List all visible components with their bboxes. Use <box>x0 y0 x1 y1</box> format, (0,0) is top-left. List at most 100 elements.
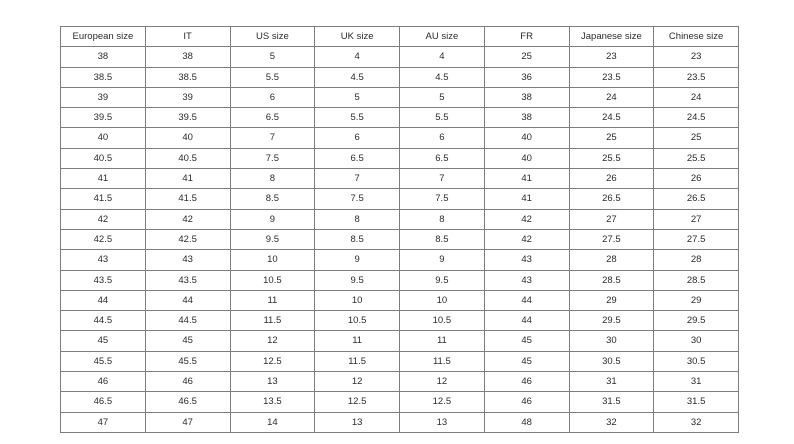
cell-european-size: 40.5 <box>60 147 146 170</box>
table-header-row: European size IT US size UK size AU size… <box>60 25 739 48</box>
cell-fr: 25 <box>483 46 570 68</box>
cell-au-size: 12.5 <box>399 391 485 413</box>
cell-chinese-size: 31 <box>653 371 739 393</box>
cell-japanese-size: 27 <box>568 208 655 230</box>
table-row: 46 46 13 12 12 46 31 31 <box>60 371 739 393</box>
table-row: 45 45 12 11 11 45 30 30 <box>60 330 739 352</box>
cell-chinese-size: 28.5 <box>653 269 739 291</box>
table-row: 40.5 40.5 7.5 6.5 6.5 40 25.5 25.5 <box>60 147 739 170</box>
cell-us-size: 7.5 <box>229 147 316 170</box>
cell-japanese-size: 24.5 <box>568 107 655 129</box>
cell-au-size: 5.5 <box>399 107 485 129</box>
table-row: 38.5 38.5 5.5 4.5 4.5 36 23.5 23.5 <box>60 66 739 88</box>
cell-japanese-size: 30 <box>568 330 655 352</box>
cell-european-size: 38 <box>60 46 146 68</box>
table-row: 41.5 41.5 8.5 7.5 7.5 41 26.5 26.5 <box>60 188 739 210</box>
cell-chinese-size: 32 <box>653 411 739 433</box>
cell-us-size: 11 <box>229 289 316 312</box>
cell-european-size: 45.5 <box>60 350 146 373</box>
cell-it: 38 <box>144 46 231 68</box>
column-header-chinese-size: Chinese size <box>653 25 739 48</box>
table-row: 46.5 46.5 13.5 12.5 12.5 46 31.5 31.5 <box>60 391 739 413</box>
cell-us-size: 11.5 <box>229 310 316 332</box>
cell-us-size: 6.5 <box>229 107 316 129</box>
cell-fr: 40 <box>483 127 570 149</box>
cell-japanese-size: 27.5 <box>568 228 655 251</box>
cell-uk-size: 10 <box>314 289 400 312</box>
table-body: 38 38 5 4 4 25 23 23 38.5 38.5 5.5 4.5 4… <box>60 46 739 433</box>
cell-us-size: 5.5 <box>229 66 316 88</box>
cell-european-size: 42.5 <box>60 228 146 251</box>
cell-european-size: 45 <box>60 330 146 352</box>
cell-us-size: 9 <box>229 208 316 230</box>
cell-au-size: 10 <box>399 289 485 312</box>
cell-us-size: 12.5 <box>229 350 316 373</box>
cell-it: 38.5 <box>144 66 231 88</box>
cell-au-size: 4.5 <box>399 66 485 88</box>
cell-fr: 44 <box>483 310 570 332</box>
column-header-japanese-size: Japanese size <box>568 25 655 48</box>
table-row: 39 39 6 5 5 38 24 24 <box>60 86 739 109</box>
cell-japanese-size: 28 <box>568 249 655 271</box>
cell-european-size: 46 <box>60 371 146 393</box>
cell-uk-size: 12.5 <box>314 391 400 413</box>
table-row: 39.5 39.5 6.5 5.5 5.5 38 24.5 24.5 <box>60 107 739 129</box>
cell-chinese-size: 29.5 <box>653 310 739 332</box>
cell-it: 46 <box>144 371 231 393</box>
cell-chinese-size: 26 <box>653 168 739 190</box>
cell-us-size: 9.5 <box>229 228 316 251</box>
cell-fr: 44 <box>483 289 570 312</box>
cell-uk-size: 12 <box>314 371 400 393</box>
cell-japanese-size: 25 <box>568 127 655 149</box>
table-row: 42 42 9 8 8 42 27 27 <box>60 208 739 230</box>
cell-au-size: 11 <box>399 330 485 352</box>
cell-uk-size: 4 <box>314 46 400 68</box>
cell-us-size: 8 <box>229 168 316 190</box>
cell-fr: 41 <box>483 188 570 210</box>
cell-uk-size: 7 <box>314 168 400 190</box>
cell-european-size: 43.5 <box>60 269 146 291</box>
cell-us-size: 13 <box>229 371 316 393</box>
cell-au-size: 6.5 <box>399 147 485 170</box>
cell-chinese-size: 25 <box>653 127 739 149</box>
cell-uk-size: 11.5 <box>314 350 400 373</box>
cell-us-size: 13.5 <box>229 391 316 413</box>
cell-it: 46.5 <box>144 391 231 413</box>
cell-it: 44 <box>144 289 231 312</box>
cell-european-size: 44.5 <box>60 310 146 332</box>
cell-it: 47 <box>144 411 231 433</box>
cell-chinese-size: 23 <box>653 46 739 68</box>
cell-european-size: 44 <box>60 289 146 312</box>
cell-it: 41 <box>144 168 231 190</box>
column-header-european-size: European size <box>60 25 146 48</box>
cell-it: 39 <box>144 86 231 109</box>
cell-au-size: 10.5 <box>399 310 485 332</box>
cell-fr: 38 <box>483 107 570 129</box>
cell-au-size: 4 <box>399 46 485 68</box>
cell-chinese-size: 28 <box>653 249 739 271</box>
size-conversion-table: European size IT US size UK size AU size… <box>60 25 739 433</box>
cell-it: 43 <box>144 249 231 271</box>
cell-us-size: 10 <box>229 249 316 271</box>
cell-uk-size: 7.5 <box>314 188 400 210</box>
cell-fr: 40 <box>483 147 570 170</box>
cell-japanese-size: 32 <box>568 411 655 433</box>
cell-fr: 43 <box>483 249 570 271</box>
cell-european-size: 43 <box>60 249 146 271</box>
cell-chinese-size: 30.5 <box>653 350 739 373</box>
cell-chinese-size: 27.5 <box>653 228 739 251</box>
cell-it: 42 <box>144 208 231 230</box>
column-header-fr: FR <box>483 25 570 48</box>
cell-chinese-size: 26.5 <box>653 188 739 210</box>
cell-fr: 48 <box>483 411 570 433</box>
cell-it: 40.5 <box>144 147 231 170</box>
cell-au-size: 8.5 <box>399 228 485 251</box>
cell-fr: 38 <box>483 86 570 109</box>
cell-fr: 36 <box>483 66 570 88</box>
cell-uk-size: 10.5 <box>314 310 400 332</box>
cell-japanese-size: 23 <box>568 46 655 68</box>
cell-us-size: 7 <box>229 127 316 149</box>
cell-au-size: 12 <box>399 371 485 393</box>
table-header: European size IT US size UK size AU size… <box>60 25 739 48</box>
table-row: 43.5 43.5 10.5 9.5 9.5 43 28.5 28.5 <box>60 269 739 291</box>
